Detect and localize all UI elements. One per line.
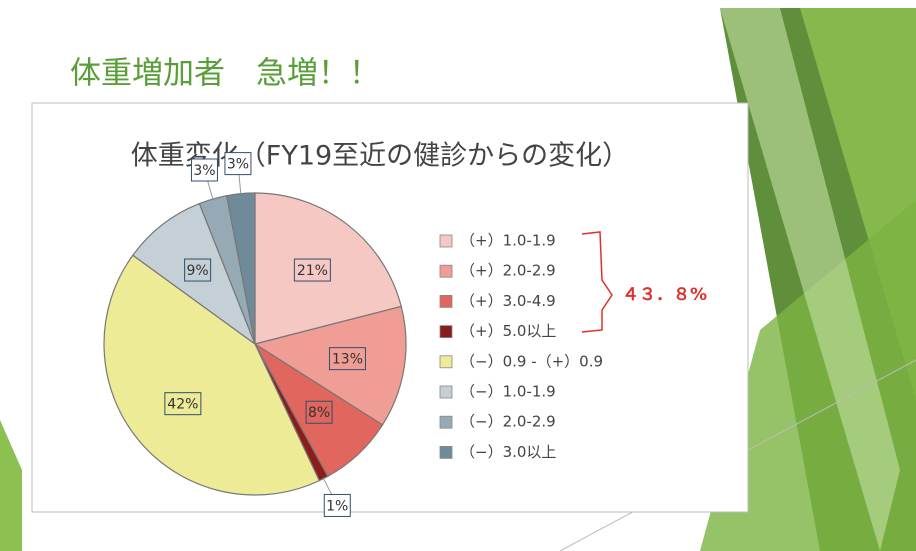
label-box: [328, 347, 366, 371]
decoration: [0, 8, 916, 551]
label-box: [305, 400, 333, 424]
pie-slice: [253, 305, 407, 426]
pie-slice: [103, 254, 321, 496]
label-box: [224, 152, 252, 176]
legend-swatch: [439, 294, 453, 308]
data-label: 3%: [193, 163, 215, 179]
data-label: 8%: [308, 405, 330, 421]
annotation: ４３．８%: [622, 285, 707, 305]
data-label: 42%: [167, 397, 198, 413]
pie-slice: [254, 192, 402, 345]
legend-label: （−）2.0-2.9: [460, 413, 556, 431]
legend-bracket: ４３．８%: [581, 231, 707, 333]
pie-slice: [226, 192, 256, 345]
pie-slice: [131, 202, 257, 346]
data-label: 21%: [297, 263, 328, 279]
legend-swatch: [439, 445, 453, 459]
legend-label: （−）1.0-1.9: [460, 383, 556, 401]
label-box: [190, 158, 218, 182]
deco-shape: [0, 420, 22, 551]
data-label: 9%: [187, 263, 209, 279]
data-label: 13%: [332, 352, 363, 368]
legend-swatch: [439, 325, 453, 339]
legend-swatch: [439, 234, 453, 248]
legend-swatch: [439, 355, 453, 369]
bracket: [581, 231, 613, 333]
legend-swatch: [439, 415, 453, 429]
legend-label: （+）5.0以上: [460, 322, 556, 340]
legend-swatch: [439, 385, 453, 399]
label-box: [323, 493, 351, 517]
legend-label: （−）0.9 -（+）0.9: [460, 352, 603, 370]
data-label: 3%: [227, 157, 249, 173]
label-box: [293, 258, 331, 282]
legend-swatch: [439, 264, 453, 278]
deco-shape: [720, 8, 900, 551]
legend-label: （+）2.0-2.9: [460, 262, 556, 280]
label-box: [164, 392, 202, 416]
legend-label: （+）3.0-4.9: [460, 292, 556, 310]
legend-label: （−）3.0以上: [460, 443, 556, 461]
legend-label: （+）1.0-1.9: [460, 232, 556, 250]
data-label: 1%: [326, 498, 348, 514]
label-box: [184, 258, 212, 282]
slide-title: 体重増加者 急増！！: [70, 56, 380, 92]
